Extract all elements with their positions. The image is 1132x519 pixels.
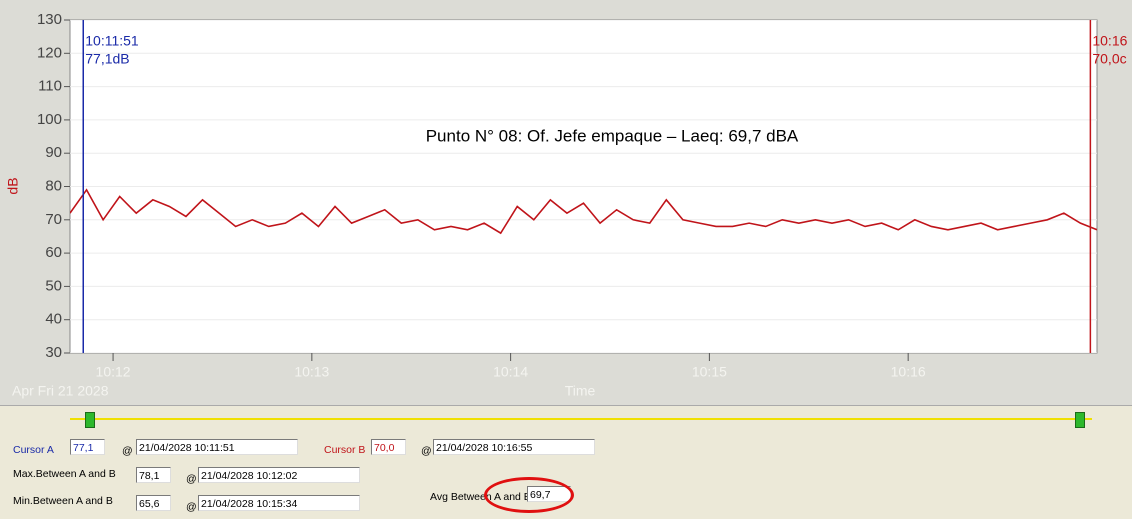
- plot-layer: [70, 20, 1097, 353]
- max-label: Max.Between A and B: [13, 468, 116, 480]
- at-sign: @: [421, 445, 432, 457]
- x-tick-label: 10:13: [294, 364, 329, 380]
- cursor-time-label: 10:11:51: [85, 33, 139, 49]
- min-label: Min.Between A and B: [13, 495, 113, 507]
- max-value[interactable]: 78,1: [136, 467, 171, 483]
- cursor-a-time[interactable]: 21/04/2028 10:11:51: [136, 439, 298, 455]
- cursor-value-label: 70,0c: [1092, 51, 1126, 67]
- cursor-b-label: Cursor B: [324, 444, 366, 456]
- y-tick-label: 100: [37, 111, 62, 128]
- at-sign: @: [186, 501, 197, 513]
- x-tick-label: 10:16: [891, 364, 926, 380]
- cursor-panel: Cursor A 77,1 @ 21/04/2028 10:11:51 Curs…: [0, 405, 1132, 519]
- y-tick-label: 40: [45, 311, 62, 328]
- cursor-value-label: 77,1dB: [85, 51, 129, 67]
- y-tick-label: 30: [45, 344, 62, 361]
- y-tick-label: 80: [45, 177, 62, 194]
- y-tick-label: 130: [37, 11, 62, 28]
- range-handle-b[interactable]: [1075, 412, 1085, 428]
- max-time[interactable]: 21/04/2028 10:12:02: [198, 467, 360, 483]
- date-label: Apr Fri 21 2028: [12, 383, 109, 399]
- range-handle-a[interactable]: [85, 412, 95, 428]
- range-track: [70, 418, 1092, 420]
- highlight-ellipse: [484, 477, 574, 513]
- at-sign: @: [186, 473, 197, 485]
- at-sign: @: [122, 445, 133, 457]
- y-tick-label: 90: [45, 144, 62, 161]
- y-axis-label: dB: [5, 177, 21, 194]
- x-tick-label: 10:14: [493, 364, 528, 380]
- x-tick-label: 10:12: [96, 364, 131, 380]
- y-tick-label: 120: [37, 44, 62, 61]
- min-time[interactable]: 21/04/2028 10:15:34: [198, 495, 360, 511]
- y-tick-label: 70: [45, 211, 62, 228]
- data-line: [70, 188, 1097, 235]
- cursor-time-label: 10:16: [1092, 33, 1127, 49]
- x-axis-label: Time: [565, 383, 596, 399]
- y-tick-label: 60: [45, 244, 62, 261]
- y-tick-label: 50: [45, 277, 62, 294]
- cursor-a-label: Cursor A: [13, 444, 54, 456]
- y-tick-label: 110: [38, 78, 62, 95]
- chart: Punto N° 08: Of. Jefe empaque – Laeq: 69…: [0, 0, 1132, 405]
- cursor-b-time[interactable]: 21/04/2028 10:16:55: [433, 439, 595, 455]
- cursor-a-value[interactable]: 77,1: [70, 439, 105, 455]
- cursor-b-value[interactable]: 70,0: [371, 439, 406, 455]
- min-value[interactable]: 65,6: [136, 495, 171, 511]
- annotation: Punto N° 08: Of. Jefe empaque – Laeq: 69…: [426, 126, 799, 145]
- x-tick-label: 10:15: [692, 364, 727, 380]
